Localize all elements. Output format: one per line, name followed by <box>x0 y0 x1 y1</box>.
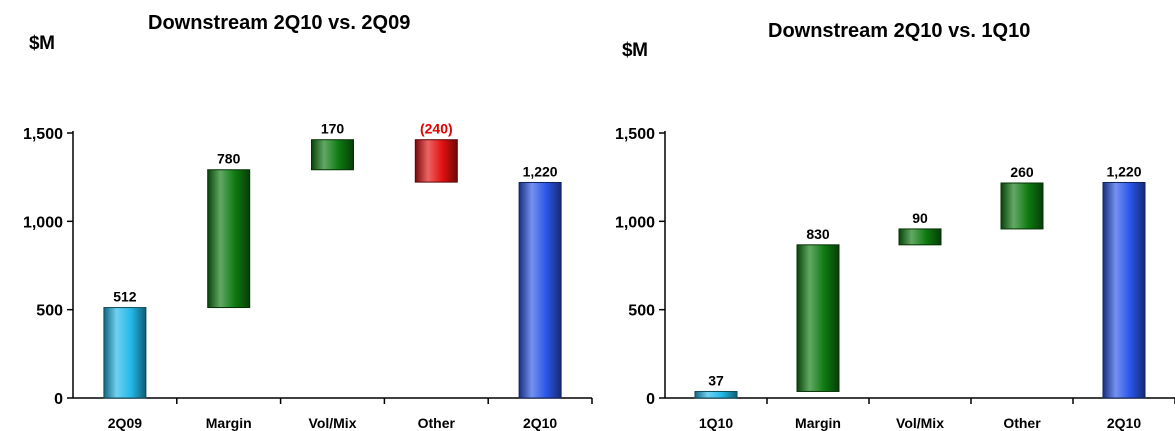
bar-margin <box>207 169 251 309</box>
bar-vol-mix <box>898 228 942 246</box>
y-unit-label: $M <box>622 40 648 61</box>
waterfall-chart-left: 0 500 1,000 1,500 512 2Q09 780 Margin 170 Vol/Mix… <box>23 121 593 431</box>
data-label: 1,220 <box>1106 163 1141 179</box>
waterfall-chart-right: 0 500 1,000 1,500 37 1Q10 830 Margin 90 Vol/Mix 26… <box>615 126 1175 431</box>
bar-2q10 <box>518 181 562 399</box>
y-tick-label: 1,000 <box>23 214 63 231</box>
x-tick-label: 1Q10 <box>699 415 733 431</box>
bar-other <box>414 139 458 183</box>
data-label: 260 <box>1010 164 1034 180</box>
data-label: 512 <box>113 289 137 305</box>
y-tick-label: 1,000 <box>615 214 655 231</box>
data-label: 37 <box>708 372 724 388</box>
bar-2q09 <box>103 307 147 399</box>
y-tick-label: 500 <box>36 303 63 320</box>
y-tick-label: 500 <box>628 303 655 320</box>
chart-panel-left: $M Downstream 2Q10 vs. 2Q09 0 500 1,000 1,5… <box>23 12 593 431</box>
y-tick-label: 0 <box>646 391 655 408</box>
data-label: 1,220 <box>523 163 558 179</box>
x-tick-label: Margin <box>795 415 841 431</box>
data-label: (240) <box>420 121 453 137</box>
data-label: 780 <box>217 151 241 167</box>
x-tick-label: Margin <box>206 415 252 431</box>
chart-panel-right: $M Downstream 2Q10 vs. 1Q10 0 500 1,000 1,5… <box>590 0 1175 431</box>
chart-title: Downstream 2Q10 vs. 2Q09 <box>148 12 411 34</box>
x-tick-label: 2Q09 <box>108 415 142 431</box>
y-tick-label: 1,500 <box>23 126 63 143</box>
chart-title: Downstream 2Q10 vs. 1Q10 <box>768 20 1031 42</box>
x-tick-label: Other <box>1003 415 1041 431</box>
x-tick-label: Other <box>418 415 456 431</box>
x-tick-label: 2Q10 <box>523 415 557 431</box>
bar-vol-mix <box>311 139 354 171</box>
bar-margin <box>796 244 840 392</box>
x-tick-label: Vol/Mix <box>309 415 357 431</box>
y-tick-label: 0 <box>54 391 63 408</box>
data-label: 90 <box>912 210 928 226</box>
x-tick-label: 2Q10 <box>1107 415 1141 431</box>
x-tick-label: Vol/Mix <box>896 415 944 431</box>
y-unit-label: $M <box>29 33 55 54</box>
bar-2q10 <box>1102 181 1146 399</box>
data-label: 830 <box>806 226 830 242</box>
y-tick-label: 1,500 <box>615 126 655 143</box>
bar-other <box>1000 182 1044 230</box>
data-label: 170 <box>321 121 345 137</box>
bar-1q10 <box>694 390 738 399</box>
